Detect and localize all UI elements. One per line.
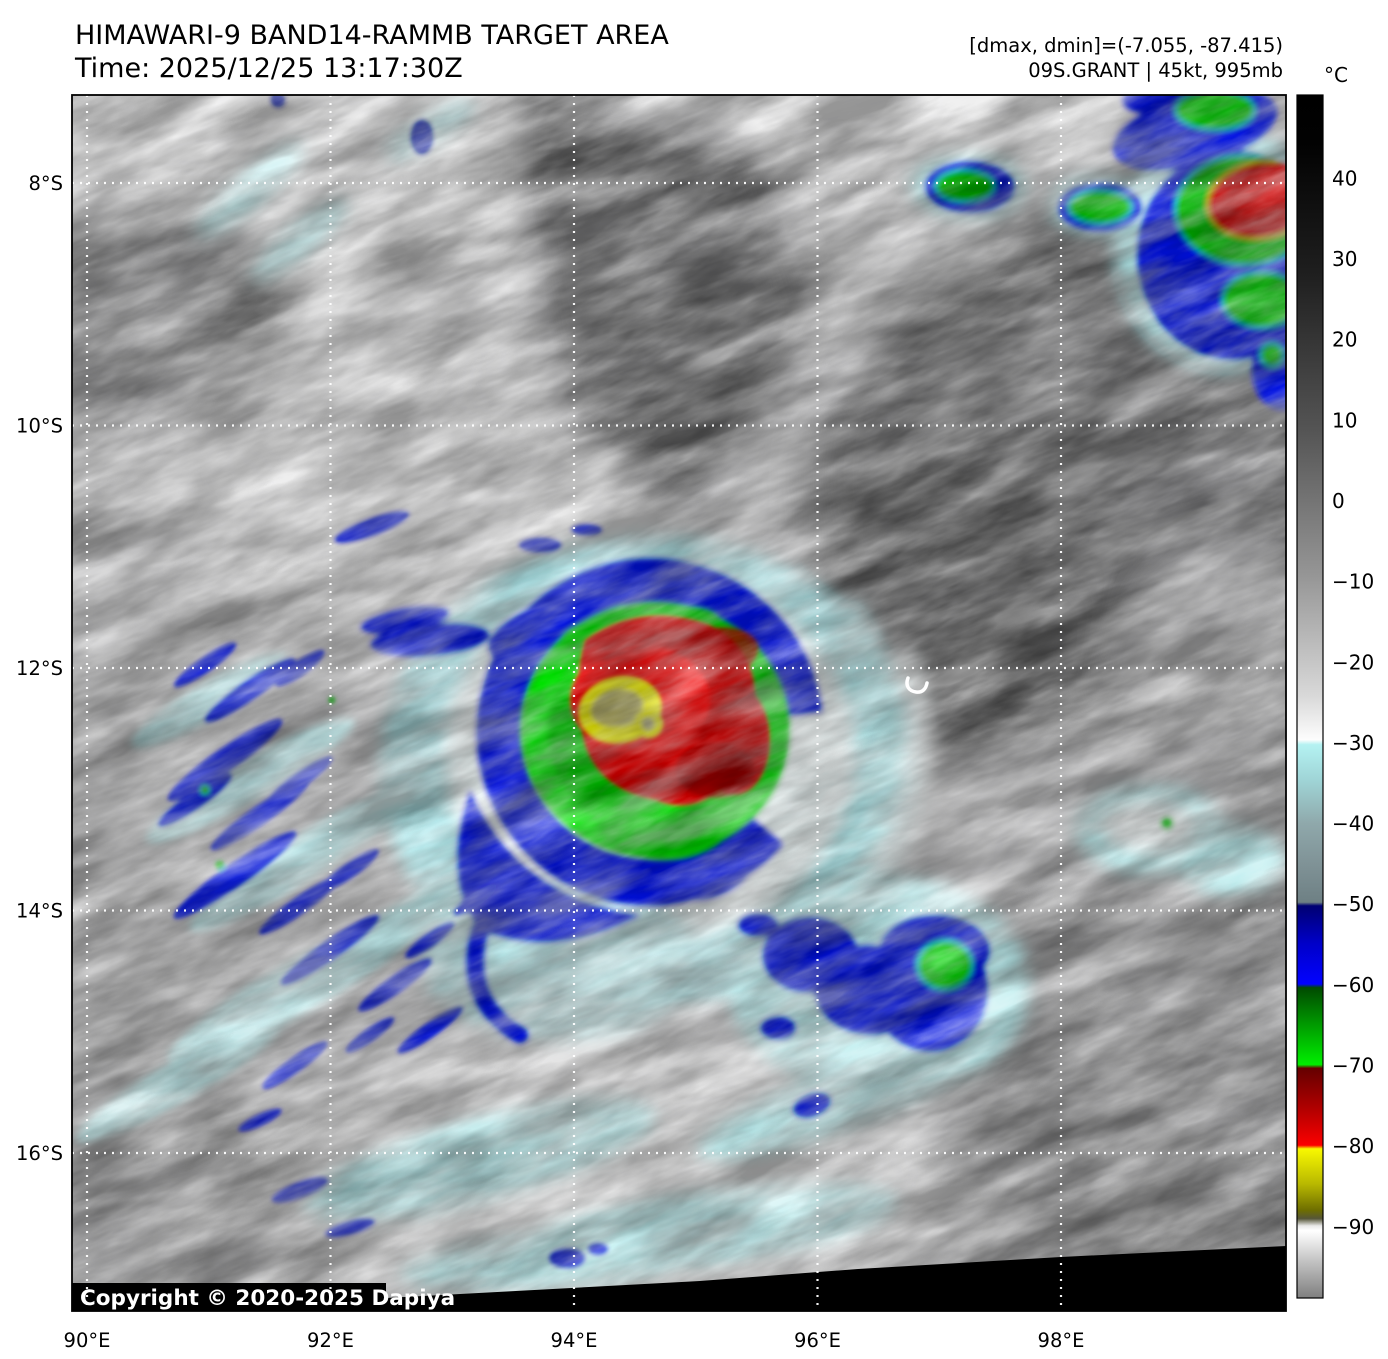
colorbar-tick-label: 40 — [1332, 166, 1357, 190]
colorbar-tick-label: 20 — [1332, 328, 1357, 352]
colorbar-tick-label: 10 — [1332, 408, 1357, 432]
colorbar-tick-label: −50 — [1332, 892, 1374, 916]
colorbar-tick-label: −30 — [1332, 731, 1374, 755]
lat-tick-label: 14°S — [16, 900, 63, 923]
colorbar-tick-label: −70 — [1332, 1054, 1374, 1078]
colorbar-tick-labels: 40 30 20 10 0 −10 −20 −30 −40 −50 −60 −70 −80 −90 — [1332, 166, 1374, 1239]
map-border — [71, 94, 1287, 1312]
dmax-dmin-label: [dmax, dmin]=(-7.055, -87.415) — [969, 34, 1283, 57]
colorbar-border — [1296, 94, 1324, 1299]
colorbar-tick-label: −90 — [1332, 1215, 1374, 1239]
lat-tick-label: 16°S — [16, 1142, 63, 1165]
colorbar-tick-label: −10 — [1332, 570, 1374, 594]
lat-tick-label: 12°S — [16, 657, 63, 680]
storm-info-label: 09S.GRANT | 45kt, 995mb — [1028, 59, 1283, 82]
colorbar-gradient — [1297, 95, 1323, 1298]
colorbar-unit-label: °C — [1324, 63, 1348, 87]
latitude-axis: 8°S 10°S 12°S 14°S 16°S — [16, 172, 63, 1165]
header: HIMAWARI-9 BAND14-RAMMB TARGET AREA Time… — [74, 20, 1283, 84]
lon-tick-label: 96°E — [794, 1329, 841, 1352]
lat-tick-label: 8°S — [28, 172, 63, 195]
lat-tick-label: 10°S — [16, 415, 63, 438]
lon-tick-label: 94°E — [551, 1329, 598, 1352]
colorbar-tick-label: 30 — [1332, 247, 1357, 271]
lon-tick-label: 98°E — [1038, 1329, 1085, 1352]
lon-tick-label: 90°E — [64, 1329, 111, 1352]
copyright-label: Copyright © 2020-2025 Dapiya — [80, 1286, 455, 1311]
product-title: HIMAWARI-9 BAND14-RAMMB TARGET AREA — [75, 20, 669, 51]
colorbar: °C 40 30 20 10 0 −10 −20 −30 −40 −50 −60 −70 −80 −90 — [1296, 63, 1374, 1299]
colorbar-tick-label: −60 — [1332, 973, 1374, 997]
no-data-wedge — [72, 1246, 1286, 1311]
latlon-gridlines — [72, 95, 1286, 1311]
longitude-axis: 90°E 92°E 94°E 96°E 98°E — [64, 1329, 1085, 1352]
colorbar-tick-label: −40 — [1332, 812, 1374, 836]
dmin-location-marker — [905, 676, 929, 694]
colorbar-tick-label: −20 — [1332, 650, 1374, 674]
colorbar-tick-label: −80 — [1332, 1134, 1374, 1158]
lon-tick-label: 92°E — [307, 1329, 354, 1352]
colorbar-tick-label: 0 — [1332, 489, 1345, 513]
product-time: Time: 2025/12/25 13:17:30Z — [74, 53, 463, 84]
